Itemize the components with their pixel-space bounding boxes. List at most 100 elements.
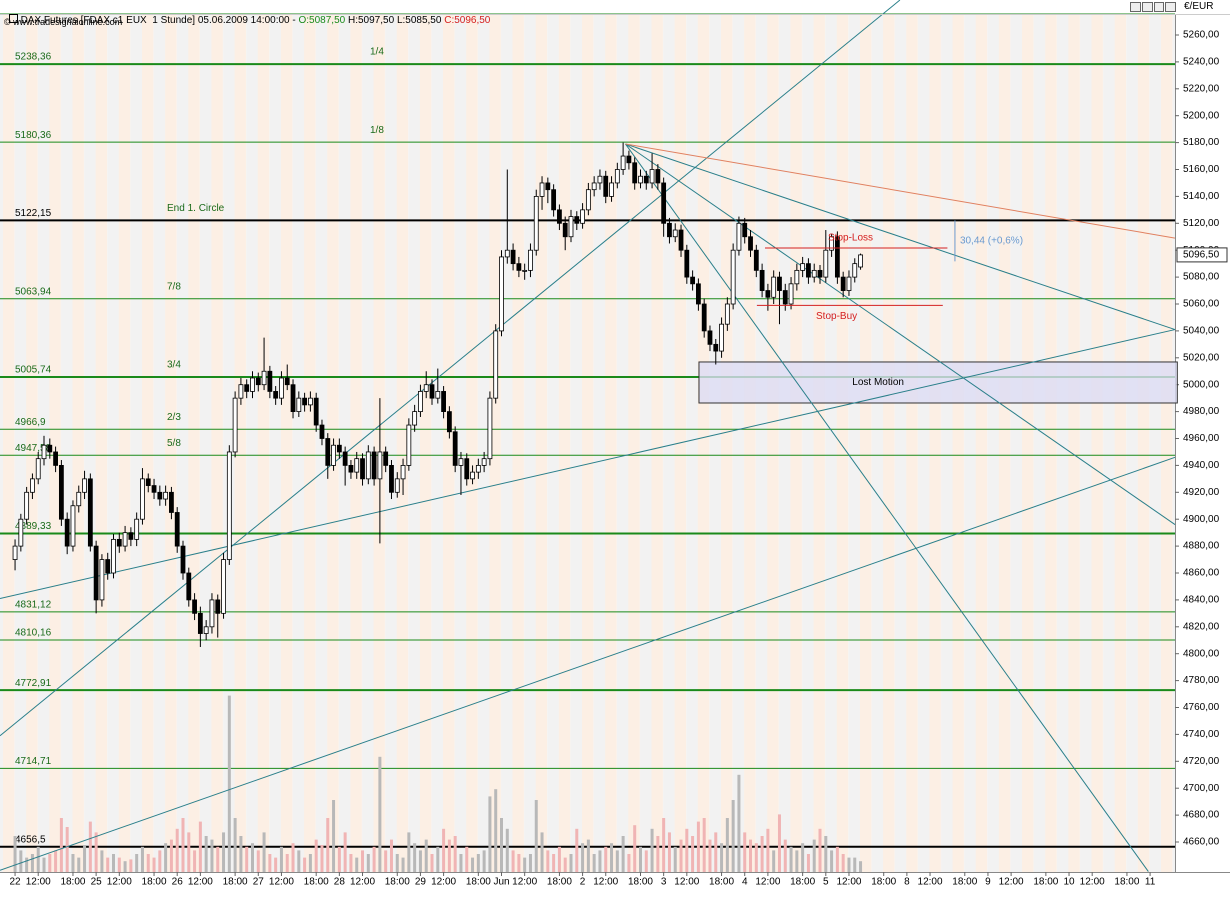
candle-body — [128, 532, 134, 540]
x-tick-label: 12:00 — [269, 877, 294, 888]
candle-body — [464, 458, 470, 480]
candle-body — [638, 175, 643, 184]
candle-body — [360, 458, 365, 480]
volume-bar — [650, 828, 654, 872]
volume-bar — [754, 843, 758, 872]
level-label: 5063,94 — [15, 286, 52, 297]
volume-bar — [146, 854, 150, 872]
volume-bar — [36, 846, 40, 872]
volume-bar — [123, 861, 127, 872]
candle-body — [145, 478, 151, 486]
candle-body — [400, 465, 406, 480]
x-tick-label: 5 — [823, 877, 829, 888]
volume-bar — [279, 846, 283, 872]
candle-body — [516, 263, 522, 271]
y-tick-label: 4780,00 — [1183, 675, 1220, 686]
candle-body — [840, 276, 846, 291]
candle-body — [244, 384, 250, 392]
y-tick-label: 5000,00 — [1183, 379, 1220, 390]
candle-body — [800, 263, 806, 271]
y-tick-label: 4940,00 — [1183, 460, 1220, 471]
candle-body — [562, 222, 568, 238]
volume-bar — [210, 839, 214, 872]
candle-body — [620, 155, 626, 170]
volume-bar — [216, 846, 220, 872]
measure-label: 30,44 (+0,6%) — [960, 236, 1023, 247]
candle-body — [174, 512, 180, 547]
trendline — [625, 143, 1176, 239]
volume-bar — [54, 850, 58, 872]
candle-body — [539, 182, 545, 197]
copyright: © www.tradesignalonline.com — [4, 17, 123, 27]
candle-body — [215, 599, 221, 614]
volume-bar — [557, 846, 561, 872]
candle-body — [759, 269, 765, 291]
volume-bar — [795, 850, 799, 872]
volume-bar — [604, 846, 608, 872]
candle-body — [823, 249, 829, 278]
y-tick-label: 5240,00 — [1183, 57, 1220, 68]
x-tick-label: 18:00 — [142, 877, 167, 888]
candle-body — [35, 458, 41, 480]
volume-bar — [140, 846, 144, 872]
candle-body — [580, 209, 585, 224]
y-tick-label: 4800,00 — [1183, 648, 1220, 659]
x-tick-label: 2 — [580, 877, 586, 888]
volume-bar — [117, 857, 121, 872]
trendline — [625, 143, 1176, 525]
button[interactable] — [1141, 2, 1153, 12]
y-tick-label: 4820,00 — [1183, 621, 1220, 632]
volume-bar — [714, 832, 718, 872]
volume-bar — [320, 845, 324, 872]
volume-bar — [563, 857, 567, 872]
candle-body — [186, 572, 192, 601]
candle-body — [858, 254, 863, 268]
volume-bar — [633, 825, 637, 872]
x-tick-label: 12:00 — [755, 877, 780, 888]
button[interactable] — [1153, 2, 1165, 12]
y-tick-label: 5080,00 — [1183, 272, 1220, 283]
candle-body — [157, 491, 163, 500]
y-tick-label: 4680,00 — [1183, 810, 1220, 821]
candle-body — [261, 370, 267, 386]
button[interactable] — [1130, 2, 1141, 12]
window-buttons[interactable] — [1130, 2, 1176, 12]
volume-bar — [610, 843, 614, 872]
candle-body — [499, 256, 504, 332]
candle-body — [748, 236, 753, 251]
candle-body — [169, 491, 174, 513]
candle-body — [319, 424, 325, 439]
volume-bar — [841, 854, 845, 872]
volume-bar — [818, 828, 822, 872]
volume-bar — [42, 857, 46, 872]
level-label: 4831,12 — [15, 599, 52, 610]
volume-bar — [193, 850, 197, 872]
level-label: 5180,36 — [15, 130, 52, 141]
candle-body — [493, 330, 499, 399]
y-tick-label: 4900,00 — [1183, 514, 1220, 525]
trendline — [0, 456, 1176, 871]
y-tick-label: 4760,00 — [1183, 702, 1220, 713]
candle-body — [58, 465, 64, 520]
volume-bar — [662, 818, 666, 872]
candle-body — [834, 236, 840, 278]
candle-body — [522, 269, 528, 272]
candle-body — [736, 222, 742, 251]
candle-body — [701, 303, 707, 332]
volume-bar — [401, 857, 405, 872]
candle-body — [122, 532, 128, 547]
volume-bar — [233, 818, 237, 872]
x-tick-label: 18:00 — [952, 877, 977, 888]
button[interactable] — [1165, 2, 1176, 12]
ohlc-high: H:5097,50 — [348, 15, 395, 26]
candle-body — [18, 518, 24, 547]
x-tick-label: 18:00 — [304, 877, 329, 888]
candle-body — [238, 384, 244, 399]
volume-bar — [297, 850, 301, 872]
y-tick-label: 5180,00 — [1183, 137, 1220, 148]
volume-bar — [77, 857, 81, 872]
volume-bar — [152, 857, 156, 872]
candle-body — [603, 175, 609, 197]
candle-body — [632, 162, 638, 184]
